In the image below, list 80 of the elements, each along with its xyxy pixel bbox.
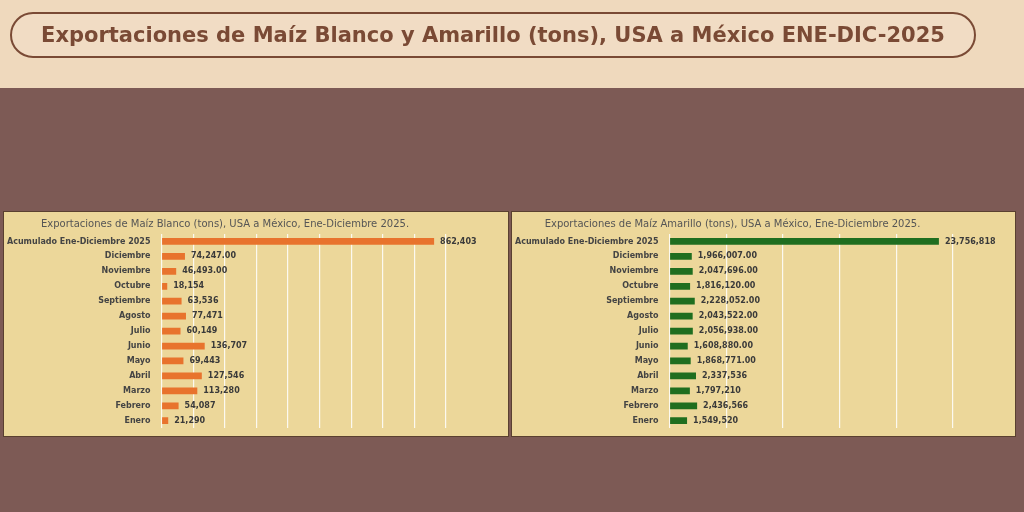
bar [162, 417, 169, 425]
data-label: 862,403 [440, 236, 477, 246]
bar [162, 327, 181, 335]
y-tick-label: Febrero [115, 400, 151, 410]
data-label: 113,280 [203, 385, 241, 395]
bar [670, 342, 688, 350]
bar [670, 417, 688, 425]
bar [670, 312, 693, 320]
data-label: 63,536 [187, 296, 219, 306]
data-label: 1,868,771.00 [696, 356, 757, 366]
bar [670, 282, 691, 290]
data-label: 1,608,880.00 [693, 341, 754, 351]
data-label: 2,056,938.00 [698, 326, 759, 336]
bar [670, 253, 692, 260]
y-tick-label: Septiembre [98, 296, 152, 306]
data-label: 2,337,536 [702, 370, 748, 380]
y-tick-label: Junio [126, 341, 151, 351]
y-tick-label: Agosto [118, 311, 151, 321]
y-tick-label: Octubre [622, 281, 660, 291]
y-tick-label: Marzo [123, 385, 151, 395]
data-label: 2,043,522.00 [698, 311, 759, 321]
bar [162, 238, 435, 245]
y-tick-label: Octubre [114, 281, 152, 291]
y-tick-label: Septiembre [606, 296, 660, 306]
bar [162, 342, 205, 350]
y-tick-label: Julio [637, 326, 659, 336]
bar [670, 372, 696, 380]
bar [670, 402, 698, 410]
chart-title: Exportaciones de Maíz Blanco (tons), USA a México, Ene-Diciembre 2025. [40, 217, 410, 229]
bar [670, 297, 695, 305]
data-label: 60,149 [186, 326, 218, 336]
data-label: 21,290 [174, 415, 206, 425]
data-label: 2,436,566 [703, 400, 749, 410]
bar [670, 238, 939, 245]
y-tick-label: Mayo [126, 356, 151, 366]
data-label: 2,047,696.00 [698, 266, 759, 276]
bar [162, 282, 168, 290]
bar [670, 327, 693, 335]
y-tick-label: Febrero [623, 400, 659, 410]
y-tick-label: Diciembre [104, 251, 152, 261]
bar [670, 267, 693, 275]
text: Exportaciones de Maíz Blanco y Amarillo (tons), USA a México ENE-DIC-2025 [41, 23, 945, 47]
bar [162, 253, 185, 260]
y-tick-label: Julio [129, 326, 151, 336]
y-tick-label: Mayo [634, 356, 659, 366]
data-label: 18,154 [173, 281, 205, 291]
data-label: 2,228,052.00 [700, 296, 761, 306]
data-label: 54,087 [184, 400, 216, 410]
y-tick-label: Acumulado Ene-Diciembre 2025 [6, 236, 151, 246]
y-tick-label: Noviembre [101, 266, 152, 276]
y-tick-label: Enero [632, 415, 659, 425]
bar [162, 312, 186, 320]
y-tick-label: Acumulado Ene-Diciembre 2025 [514, 236, 659, 246]
bar [162, 372, 202, 380]
data-label: 69,443 [189, 356, 221, 366]
data-label: 77,471 [191, 311, 224, 321]
chart-title: Exportaciones de Maíz Amarillo (tons), USA a México, Ene-Diciembre 2025. [544, 217, 921, 229]
data-label: 46,493.00 [182, 266, 228, 276]
data-label: 127,546 [207, 370, 245, 380]
bar [162, 297, 182, 305]
y-tick-label: Enero [124, 415, 151, 425]
data-label: 1,797,210 [695, 385, 742, 395]
y-tick-label: Noviembre [609, 266, 660, 276]
bar [670, 387, 690, 395]
y-tick-label: Abril [129, 370, 151, 380]
y-tick-label: Marzo [631, 385, 659, 395]
bar [162, 267, 177, 275]
data-label: 1,966,007.00 [697, 251, 758, 261]
data-label: 23,756,818 [944, 236, 996, 246]
y-tick-label: Agosto [626, 311, 659, 321]
bar [162, 387, 198, 395]
y-tick-label: Junio [634, 341, 659, 351]
y-tick-label: Diciembre [612, 251, 660, 261]
data-label: 136,707 [210, 341, 248, 351]
bar [670, 357, 691, 365]
data-label: 1,549,520 [693, 415, 739, 425]
y-tick-label: Abril [637, 370, 659, 380]
bar [162, 402, 179, 410]
data-label: 74,247.00 [190, 251, 237, 261]
data-label: 1,816,120.00 [696, 281, 756, 291]
